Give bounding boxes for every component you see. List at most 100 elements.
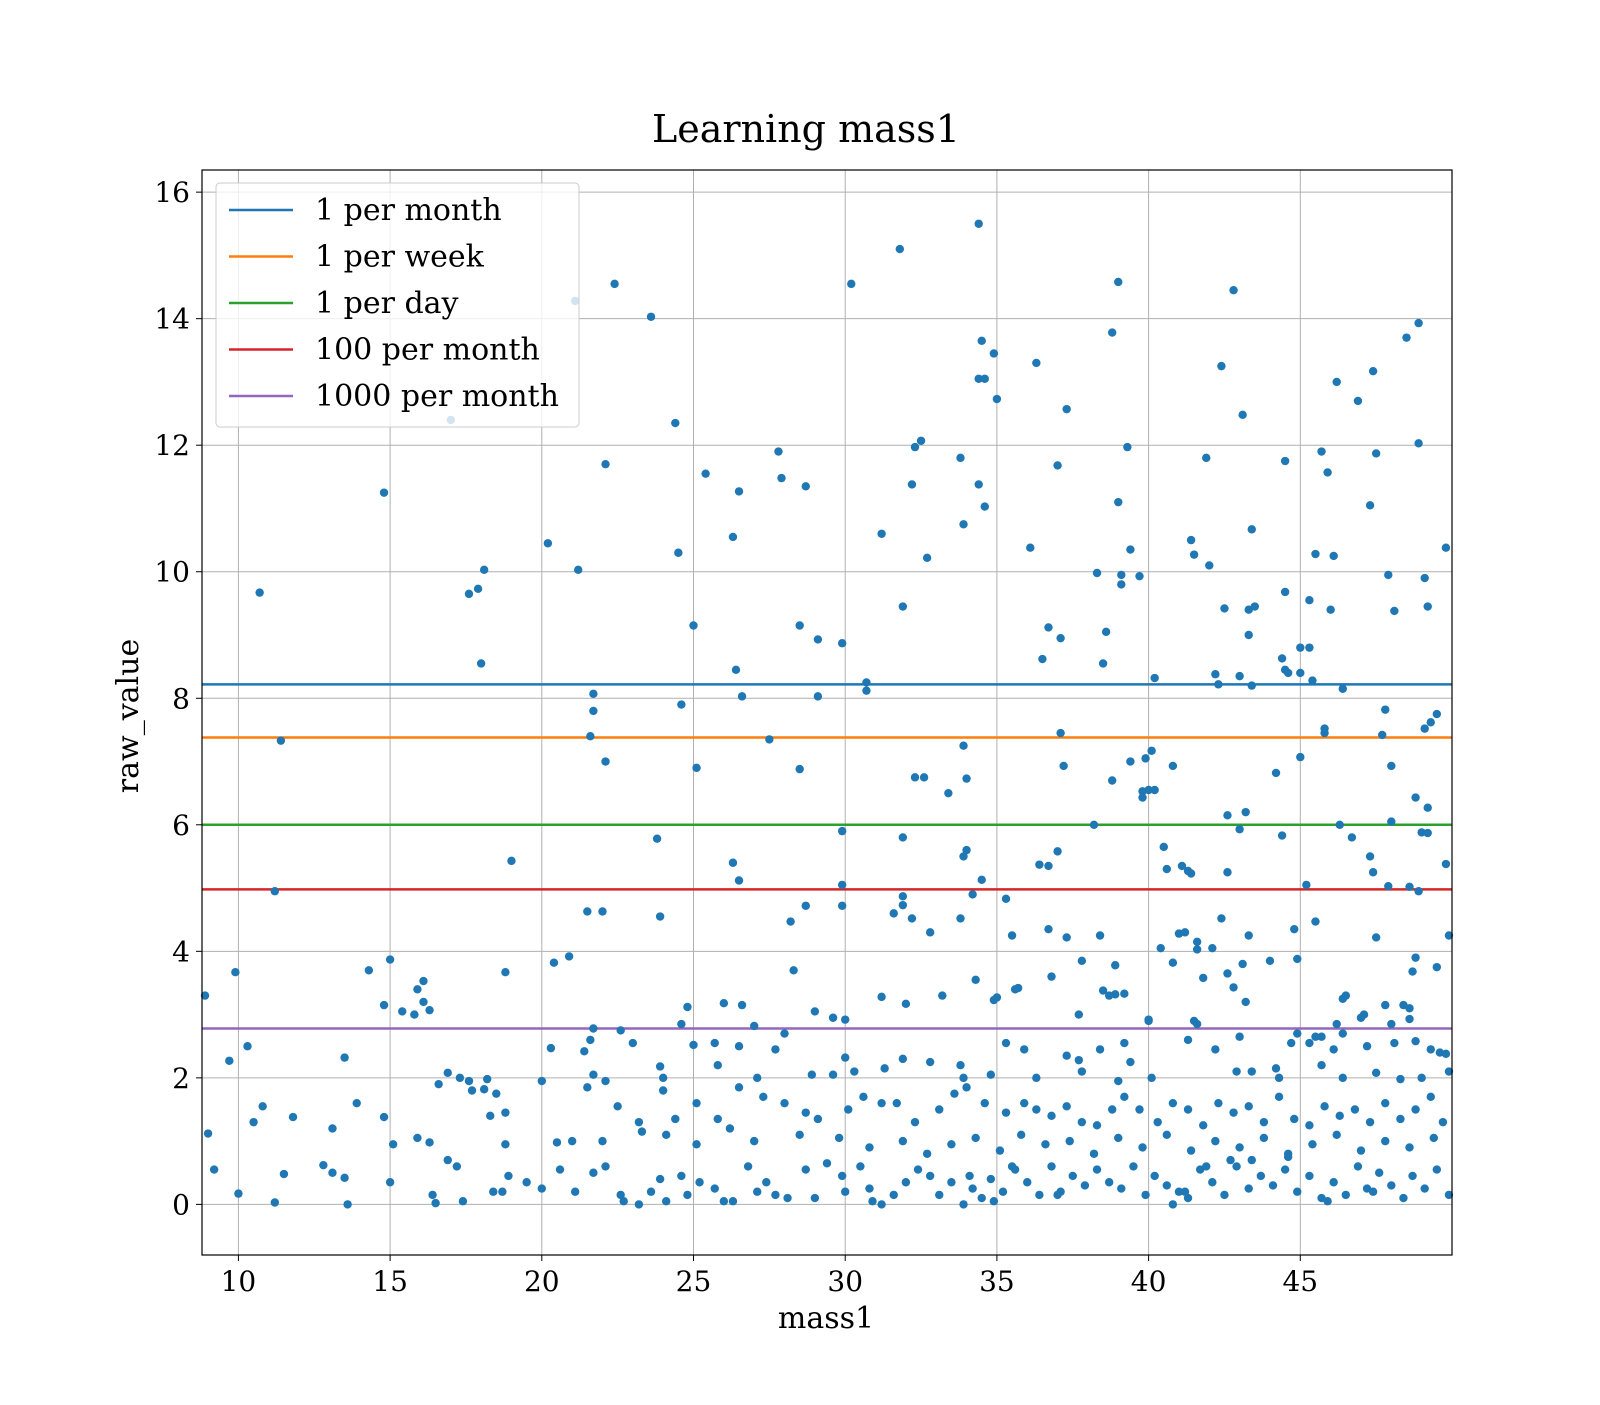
data-point [671,1114,680,1124]
data-point [1390,1038,1399,1048]
data-point [1098,659,1108,668]
data-point [522,1178,531,1187]
data-point [841,1187,850,1196]
data-point [1056,633,1065,643]
legend-label: 100 per month [315,333,540,368]
data-point [1123,442,1132,452]
data-point [1414,887,1423,896]
data-point [634,1200,644,1209]
data-point [652,834,662,843]
data-point [837,826,847,836]
data-point [1120,1092,1129,1102]
data-point [1296,668,1305,678]
data-point [1387,761,1396,771]
data-point [425,1005,434,1015]
data-point [947,1178,956,1187]
data-point [1074,1010,1084,1019]
data-point [837,1171,847,1181]
data-point [1381,1098,1390,1108]
data-point [661,1130,671,1139]
data-point [856,1162,865,1171]
data-point [1141,754,1150,763]
data-point [783,1193,792,1203]
data-point [959,852,968,861]
data-point [1420,573,1429,583]
data-point [552,1138,562,1147]
data-point [1335,820,1344,829]
data-point [780,1098,789,1108]
data-point [734,1042,744,1051]
data-point [537,1076,547,1086]
data-point [537,1184,547,1193]
data-point [683,1190,692,1200]
y-tick-label: 4 [172,935,190,968]
data-point [850,1067,859,1076]
data-point [1007,1162,1017,1171]
data-point [1180,1187,1190,1196]
data-point [1120,989,1129,998]
data-point [1089,820,1099,829]
data-point [1396,1114,1405,1124]
data-point [1226,1155,1235,1165]
data-point [464,589,474,599]
data-point [725,1124,735,1133]
data-point [962,1083,971,1092]
data-point [777,473,786,483]
data-point [1305,1038,1314,1048]
data-point [974,374,983,383]
data-point [734,487,744,496]
data-point [200,991,210,1000]
data-point [910,1117,920,1127]
data-point [419,976,428,986]
data-point [464,1076,474,1086]
data-point [1293,954,1302,964]
data-point [385,955,395,964]
data-point [828,1013,838,1022]
data-point [1332,1019,1341,1029]
data-point [1168,761,1178,771]
y-tick-label: 14 [154,303,190,336]
y-tick-label: 0 [172,1188,190,1221]
data-point [1384,881,1393,891]
data-point [1202,1162,1211,1171]
data-point [428,1190,437,1200]
data-point [501,1108,510,1117]
data-point [379,1000,389,1010]
data-point [328,1124,337,1133]
data-point [1444,1190,1454,1200]
data-point [467,1086,477,1095]
data-point [971,1133,980,1143]
data-point [719,1197,729,1206]
data-point [844,1105,853,1114]
data-point [479,565,489,575]
data-point [1114,1076,1123,1086]
data-point [1290,1114,1299,1124]
data-point [749,1021,759,1031]
data-point [728,858,738,867]
data-point [419,997,428,1007]
data-point [935,1190,944,1200]
data-point [847,279,856,289]
x-tick-label: 20 [524,1265,560,1298]
data-point [780,1029,789,1038]
data-point [613,1102,622,1111]
data-point [616,1026,625,1035]
data-point [1062,404,1071,414]
data-point [583,1083,592,1092]
data-point [1114,497,1123,507]
x-tick-label: 40 [1131,1265,1167,1298]
data-point [1056,728,1065,738]
data-point [1387,1019,1396,1029]
y-tick-label: 2 [172,1062,190,1095]
data-point [862,686,871,695]
y-tick-label: 12 [154,429,190,462]
data-point [1365,1117,1375,1127]
data-point [1208,1178,1217,1187]
data-point [1092,1121,1102,1130]
data-point [1035,860,1044,869]
data-point [473,584,483,594]
data-point [598,907,607,916]
data-point [209,1165,219,1174]
data-point [1238,410,1247,420]
